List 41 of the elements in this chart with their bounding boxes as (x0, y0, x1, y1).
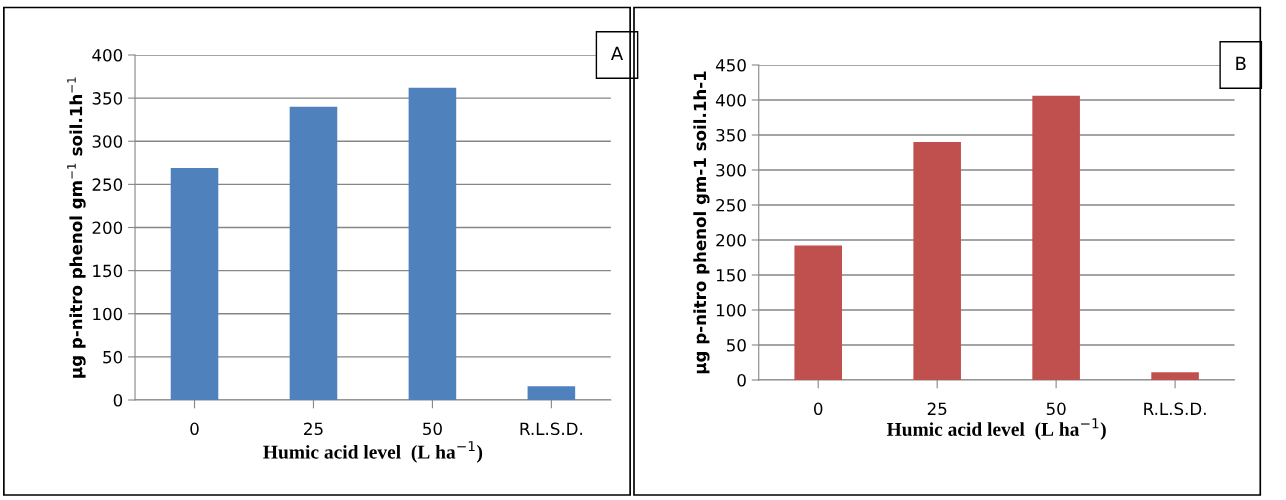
y-axis-title: µg p-nitro phenol gm-1 soil.1h-1 (693, 71, 710, 374)
y-tick-label: 200 (716, 233, 746, 247)
y-tick-label: 450 (715, 58, 746, 72)
y-tick-label: 0 (737, 373, 746, 387)
x-tick-label: R.L.S.D. (1144, 402, 1206, 416)
y-axis-title: µg p-nitro phenol gm$^{−1}$ soil.1h$^{−1}$ (67, 77, 86, 378)
bar (408, 87, 457, 400)
y-tick-label: 250 (716, 198, 746, 212)
text: B (1236, 56, 1246, 70)
y-tick-label: 100 (93, 307, 123, 321)
x-tick-label: 25 (927, 402, 947, 416)
y-tick-label: 100 (716, 303, 746, 317)
bar (913, 142, 961, 380)
y-tick-label: 50 (727, 338, 746, 352)
y-tick-label: 350 (716, 128, 746, 142)
y-tick-label: 200 (92, 221, 123, 235)
bar (794, 245, 843, 380)
x-axis-title: Humic acid level (L ha$^{−1}$) (263, 441, 483, 463)
y-tick-label: 0 (113, 393, 123, 407)
y-tick-label: 400 (92, 48, 123, 62)
x-tick-label: 50 (423, 422, 442, 436)
bar (170, 167, 219, 400)
y-tick-label: 250 (92, 178, 123, 191)
y-tick-label: 50 (103, 350, 123, 364)
bar (527, 386, 576, 400)
x-tick-label: 25 (304, 422, 323, 436)
x-tick-label: 50 (1046, 402, 1066, 416)
y-tick-label: 300 (716, 163, 746, 177)
x-tick-label: R.L.S.D. (520, 422, 583, 436)
bar (289, 106, 338, 400)
y-tick-label: 400 (715, 93, 746, 107)
y-tick-label: 150 (716, 268, 746, 282)
x-axis-title: Humic acid level (L ha$^{−1}$) (886, 418, 1106, 440)
bar (1032, 95, 1080, 380)
bar (1151, 372, 1199, 380)
y-tick-label: 150 (93, 264, 123, 278)
x-tick-label: 0 (190, 422, 199, 436)
y-tick-label: 300 (92, 135, 123, 148)
x-tick-label: 0 (814, 402, 823, 416)
y-tick-label: 350 (92, 92, 123, 105)
text: A (610, 46, 624, 60)
